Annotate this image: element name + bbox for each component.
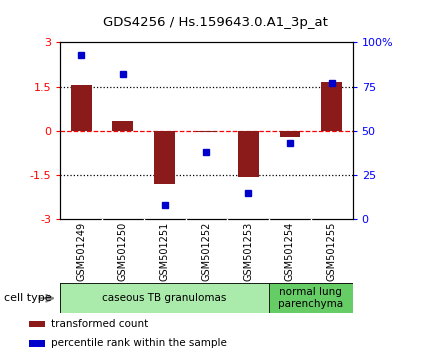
Text: GSM501250: GSM501250 <box>118 222 128 281</box>
Bar <box>29 340 45 347</box>
Text: GSM501249: GSM501249 <box>76 222 86 281</box>
Bar <box>71 85 92 131</box>
Bar <box>196 131 217 132</box>
Bar <box>321 82 342 131</box>
Text: caseous TB granulomas: caseous TB granulomas <box>102 293 227 303</box>
Text: transformed count: transformed count <box>51 319 148 329</box>
Text: GSM501255: GSM501255 <box>327 222 337 281</box>
Text: GSM501253: GSM501253 <box>243 222 253 281</box>
Bar <box>280 131 301 137</box>
Bar <box>60 283 269 313</box>
Text: GSM501254: GSM501254 <box>285 222 295 281</box>
Text: percentile rank within the sample: percentile rank within the sample <box>51 338 227 348</box>
Bar <box>112 121 133 131</box>
Text: GSM501251: GSM501251 <box>160 222 169 281</box>
Text: cell type: cell type <box>4 293 52 303</box>
Bar <box>238 131 258 177</box>
Text: GDS4256 / Hs.159643.0.A1_3p_at: GDS4256 / Hs.159643.0.A1_3p_at <box>103 16 327 29</box>
Text: GSM501252: GSM501252 <box>201 222 212 281</box>
Text: normal lung
parenchyma: normal lung parenchyma <box>278 287 344 309</box>
Bar <box>29 321 45 327</box>
Bar <box>154 131 175 184</box>
Bar <box>269 283 353 313</box>
